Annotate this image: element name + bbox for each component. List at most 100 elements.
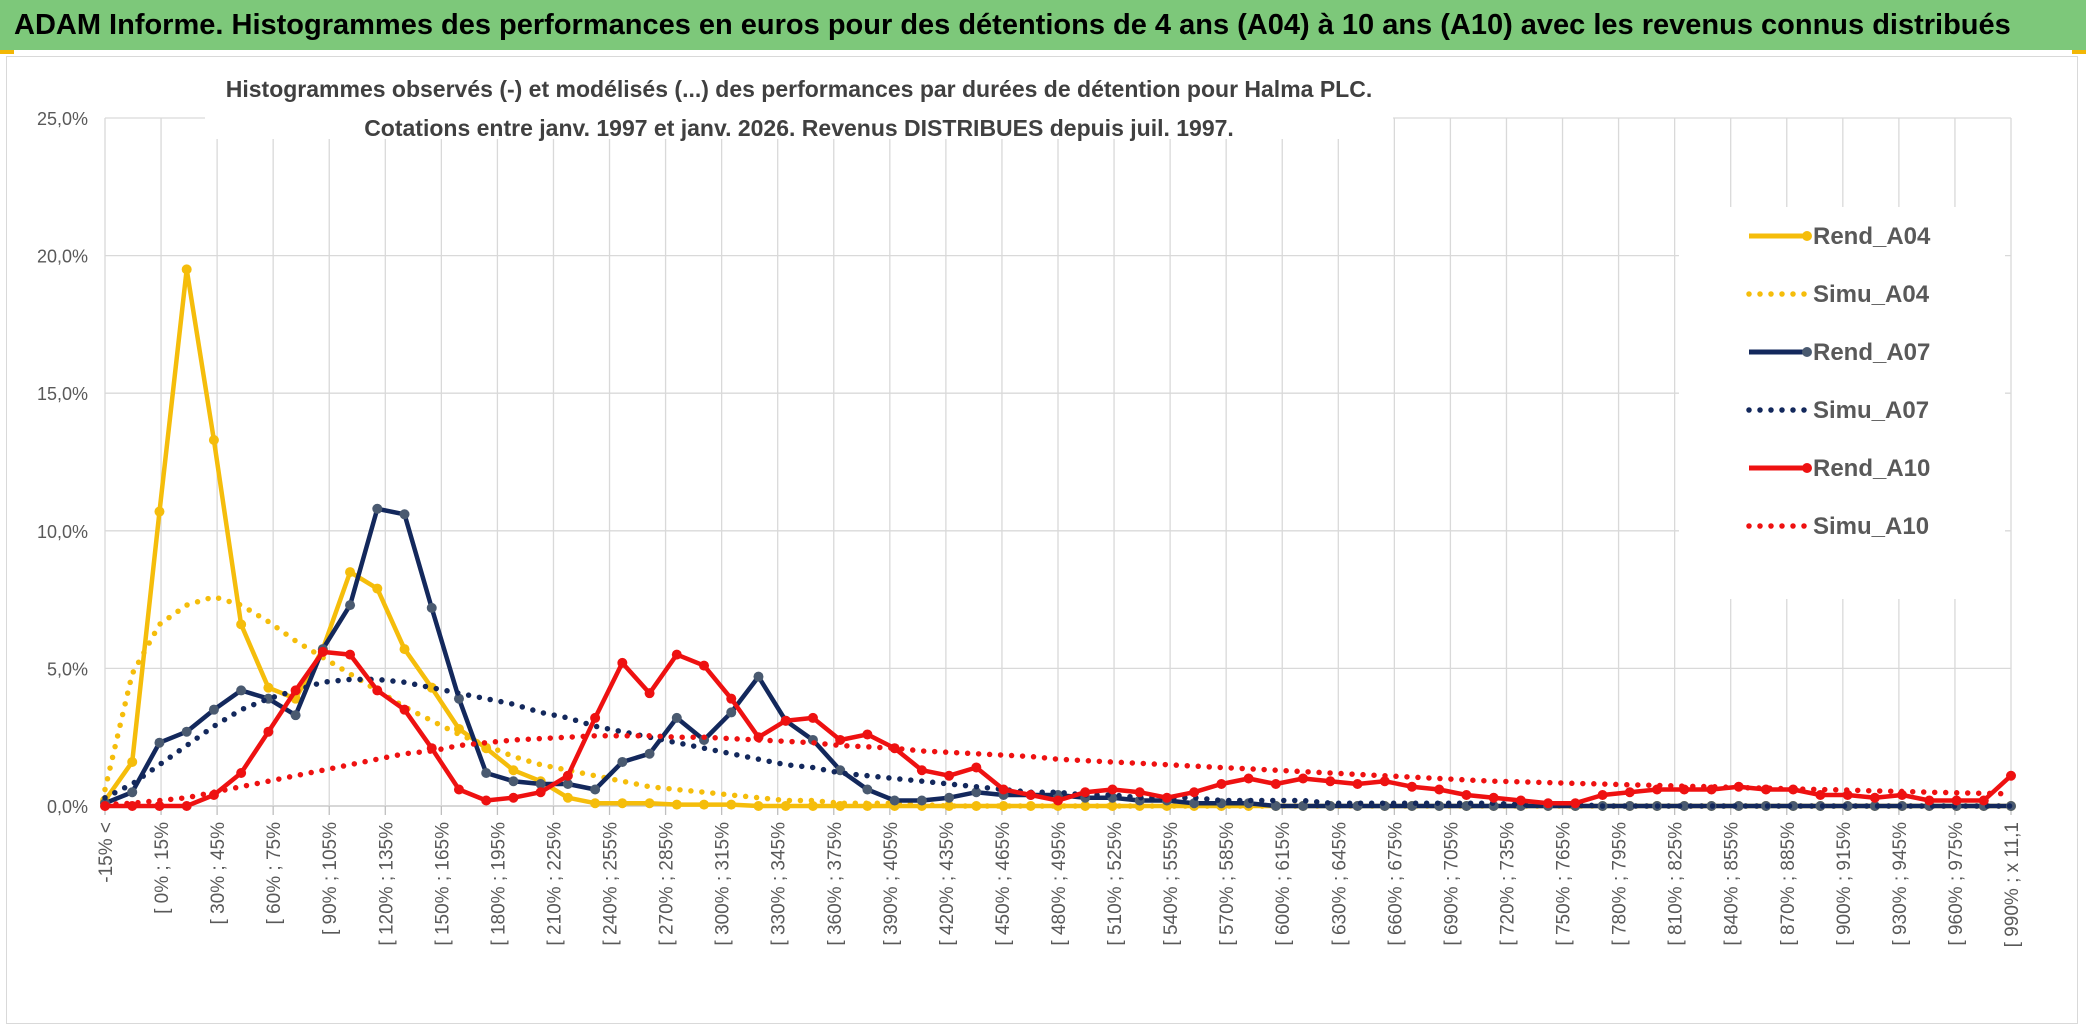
data-point-rend-a04 — [780, 801, 791, 811]
data-point-rend-a07 — [753, 671, 764, 682]
data-point-rend-a07 — [617, 756, 628, 767]
data-point-rend-a07 — [345, 600, 356, 611]
legend-marker-rend-a10 — [1802, 463, 1812, 473]
series-line-simu-a10 — [102, 733, 2014, 808]
data-point-rend-a07 — [481, 767, 492, 778]
x-tick-label: [ 270% ; 285% — [657, 822, 678, 946]
data-point-rend-a04 — [181, 264, 192, 275]
x-tick-label: [ 630% ; 645% — [1329, 822, 1350, 946]
data-point-rend-a10 — [481, 795, 492, 806]
data-point-rend-a07 — [1624, 801, 1635, 811]
data-point-rend-a07 — [889, 795, 900, 806]
x-tick-label: [ 360% ; 375% — [825, 822, 846, 946]
data-point-rend-a10 — [1951, 795, 1962, 806]
x-tick-label: [ 990% ; x 11,1 — [2002, 822, 2023, 947]
y-tick-label: 15,0% — [37, 384, 88, 404]
x-tick-label: [ 540% ; 555% — [1161, 822, 1182, 946]
data-point-rend-a10 — [590, 712, 601, 723]
data-point-rend-a04 — [726, 799, 737, 810]
data-point-rend-a10 — [1270, 778, 1281, 789]
data-point-rend-a07 — [590, 784, 601, 795]
banner-accent-left — [0, 50, 14, 54]
data-point-rend-a10 — [535, 787, 546, 798]
data-point-rend-a10 — [1842, 789, 1853, 800]
x-tick-label: [ 900% ; 915% — [1834, 822, 1855, 946]
legend-label-rend-a04: Rend_A04 — [1813, 223, 1931, 250]
legend: Rend_A04 Simu_A04 Rend_A07 Simu_A07 Rend_A10… — [1746, 223, 1931, 540]
data-point-rend-a04 — [644, 798, 655, 809]
data-point-rend-a10 — [1461, 789, 1472, 800]
x-tick-label: [ 0% ; 15% — [152, 822, 173, 914]
data-point-rend-a10 — [617, 657, 628, 668]
data-point-rend-a04 — [807, 801, 818, 811]
data-point-rend-a10 — [807, 712, 818, 723]
data-point-rend-a10 — [699, 660, 710, 671]
report-banner-title: ADAM Informe. Histogrammes des performan… — [0, 0, 2086, 50]
data-point-rend-a10 — [154, 801, 165, 811]
data-point-rend-a07 — [127, 787, 138, 798]
data-point-rend-a04 — [236, 619, 247, 630]
data-point-rend-a07 — [453, 693, 464, 704]
legend-marker-rend-a04 — [1802, 231, 1812, 241]
data-point-rend-a07 — [726, 707, 737, 718]
data-point-rend-a04 — [154, 506, 165, 517]
data-point-rend-a07 — [862, 784, 873, 795]
data-point-rend-a10 — [1815, 789, 1826, 800]
data-point-rend-a07 — [671, 712, 682, 723]
x-tick-label: -15% < — [96, 822, 117, 883]
data-point-rend-a07 — [236, 685, 247, 696]
x-tick-label: [ 750% ; 765% — [1554, 822, 1575, 946]
x-tick-label: [ 90% ; 105% — [320, 822, 341, 935]
data-point-rend-a04 — [1107, 801, 1118, 811]
data-point-rend-a10 — [1869, 792, 1880, 803]
x-tick-label: [ 690% ; 705% — [1441, 822, 1462, 946]
data-point-rend-a10 — [1216, 778, 1227, 789]
y-tick-label: 25,0% — [37, 109, 88, 129]
data-point-rend-a04 — [590, 798, 601, 809]
data-point-rend-a07 — [535, 778, 546, 789]
data-point-rend-a10 — [453, 784, 464, 795]
data-point-rend-a07 — [154, 737, 165, 748]
legend-backdrop — [1679, 207, 2005, 599]
x-axis: -15% < [ 0% ; 15% [ 30% ; 45% [ 60% ; 75% [ … — [96, 806, 2023, 947]
data-point-rend-a04 — [127, 756, 138, 767]
data-point-rend-a10 — [1161, 792, 1172, 803]
x-tick-label: [ 780% ; 795% — [1610, 822, 1631, 946]
x-tick-label: [ 870% ; 885% — [1778, 822, 1799, 946]
title-backdrop — [205, 61, 1393, 139]
data-point-rend-a07 — [181, 726, 192, 737]
x-tick-label: [ 390% ; 405% — [881, 822, 902, 946]
data-point-rend-a07 — [290, 710, 301, 721]
data-point-rend-a04 — [208, 434, 219, 445]
series-layer — [100, 264, 2016, 811]
data-point-rend-a07 — [399, 509, 410, 520]
legend-marker-rend-a07 — [1802, 347, 1812, 357]
x-tick-label: [ 480% ; 495% — [1049, 822, 1070, 946]
y-tick-label: 0,0% — [47, 797, 88, 817]
chart-subtitle: Cotations entre janv. 1997 et janv. 2026… — [364, 115, 1234, 141]
x-tick-label: [ 30% ; 45% — [208, 822, 229, 925]
data-point-rend-a10 — [1080, 787, 1091, 798]
data-point-rend-a10 — [399, 704, 410, 715]
data-point-rend-a07 — [1270, 801, 1281, 811]
data-point-rend-a10 — [562, 770, 573, 781]
data-point-rend-a10 — [317, 646, 328, 657]
data-point-rend-a10 — [1624, 787, 1635, 798]
data-point-rend-a04 — [562, 792, 573, 803]
x-tick-label: [ 60% ; 75% — [264, 822, 285, 925]
data-point-rend-a10 — [835, 734, 846, 745]
data-point-rend-a10 — [1352, 778, 1363, 789]
x-tick-label: [ 840% ; 855% — [1722, 822, 1743, 946]
y-axis: 0,0% 5,0% 10,0% 15,0% 20,0% 25,0% — [37, 109, 88, 817]
data-point-rend-a04 — [753, 801, 764, 811]
data-point-rend-a10 — [1243, 773, 1254, 784]
data-point-rend-a07 — [916, 795, 927, 806]
data-point-rend-a07 — [208, 704, 219, 715]
x-tick-label: [ 180% ; 195% — [488, 822, 509, 946]
data-point-rend-a10 — [127, 801, 138, 811]
data-point-rend-a10 — [916, 765, 927, 776]
data-point-rend-a10 — [998, 784, 1009, 795]
data-point-rend-a10 — [1488, 792, 1499, 803]
data-point-rend-a07 — [426, 602, 437, 613]
y-tick-label: 5,0% — [47, 659, 88, 679]
